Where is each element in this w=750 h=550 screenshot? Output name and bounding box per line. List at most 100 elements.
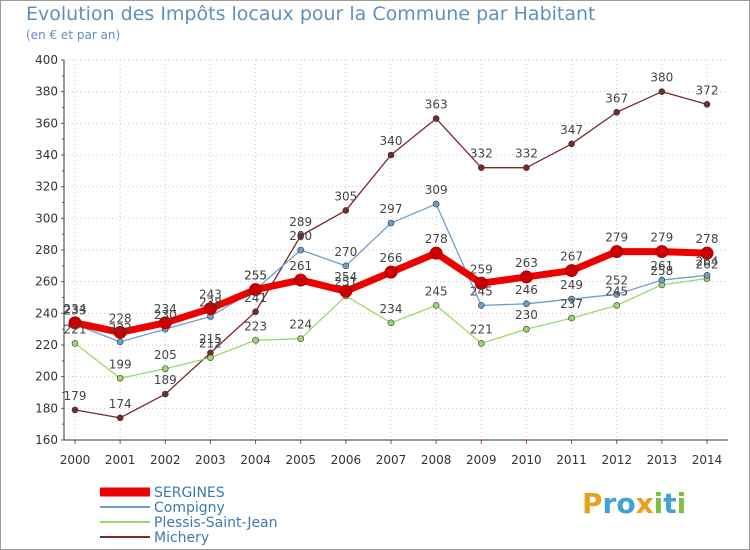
data-point-plessis-saint-jean bbox=[252, 336, 259, 344]
data-label-michery: 367 bbox=[605, 91, 628, 105]
data-label-sergines: 263 bbox=[515, 256, 538, 270]
data-label-compigny: 233 bbox=[64, 303, 87, 317]
data-label-sergines: 266 bbox=[380, 251, 403, 265]
data-point-michery bbox=[613, 108, 621, 116]
data-label-compigny: 309 bbox=[425, 183, 448, 197]
data-label-michery: 332 bbox=[515, 147, 538, 161]
data-label-sergines: 279 bbox=[650, 231, 673, 245]
data-label-sergines: 259 bbox=[470, 262, 493, 276]
x-tick-label: 2001 bbox=[105, 453, 136, 467]
data-label-plessis-saint-jean: 262 bbox=[696, 258, 719, 272]
legend-label-compigny: Compigny bbox=[154, 500, 225, 516]
x-tick-label: 2008 bbox=[421, 453, 452, 467]
data-point-plessis-saint-jean bbox=[297, 335, 305, 342]
x-tick-label: 2012 bbox=[601, 453, 632, 467]
brand-letter: i bbox=[653, 487, 664, 520]
data-label-michery: 215 bbox=[199, 332, 222, 346]
brand-letter: i bbox=[676, 487, 687, 520]
data-label-michery: 179 bbox=[64, 389, 87, 403]
data-point-plessis-saint-jean bbox=[116, 374, 124, 382]
data-label-michery: 380 bbox=[650, 71, 673, 85]
x-tick-label: 2010 bbox=[511, 453, 542, 467]
data-label-compigny: 264 bbox=[696, 254, 719, 268]
x-tick-label: 2002 bbox=[150, 453, 181, 467]
data-label-compigny: 280 bbox=[289, 229, 312, 243]
y-tick-label: 300 bbox=[35, 211, 58, 225]
data-point-sergines bbox=[339, 284, 353, 298]
data-label-sergines: 278 bbox=[696, 232, 719, 246]
data-point-compigny bbox=[342, 262, 350, 270]
data-label-sergines: 243 bbox=[199, 288, 222, 302]
x-tick-label: 2009 bbox=[466, 453, 497, 467]
data-label-plessis-saint-jean: 237 bbox=[560, 297, 583, 311]
y-tick-label: 280 bbox=[35, 243, 58, 257]
data-point-plessis-saint-jean bbox=[207, 354, 214, 361]
data-label-plessis-saint-jean: 245 bbox=[605, 284, 628, 298]
y-tick-label: 180 bbox=[35, 401, 58, 415]
data-point-sergines bbox=[474, 276, 488, 290]
data-point-plessis-saint-jean bbox=[613, 302, 621, 309]
x-tick-label: 2003 bbox=[195, 453, 226, 467]
legend-label-plessis-saint-jean: Plessis-Saint-Jean bbox=[154, 515, 278, 531]
data-label-plessis-saint-jean: 212 bbox=[199, 337, 222, 351]
data-point-compigny bbox=[613, 291, 621, 298]
data-label-sergines: 267 bbox=[560, 250, 583, 264]
data-point-sergines bbox=[700, 246, 714, 260]
data-point-michery bbox=[432, 115, 440, 122]
data-label-plessis-saint-jean: 230 bbox=[515, 308, 538, 322]
data-point-sergines bbox=[158, 316, 172, 330]
data-point-compigny bbox=[297, 246, 305, 254]
data-point-michery bbox=[71, 406, 79, 414]
data-point-michery bbox=[116, 414, 124, 422]
data-label-michery: 189 bbox=[154, 373, 177, 387]
data-point-michery bbox=[477, 164, 485, 171]
y-tick-label: 160 bbox=[35, 433, 58, 447]
data-label-plessis-saint-jean: 245 bbox=[425, 284, 448, 298]
data-point-compigny bbox=[658, 276, 666, 284]
data-label-compigny: 222 bbox=[109, 321, 132, 335]
data-label-sergines: 228 bbox=[109, 311, 132, 325]
data-label-sergines: 234 bbox=[154, 302, 177, 316]
data-label-michery: 363 bbox=[425, 98, 448, 112]
x-tick-label: 2013 bbox=[647, 453, 678, 467]
y-tick-label: 320 bbox=[35, 180, 58, 194]
data-label-sergines: 255 bbox=[244, 269, 267, 283]
x-tick-label: 2004 bbox=[240, 453, 271, 467]
chart-title: Evolution des Impôts locaux pour la Comm… bbox=[26, 3, 596, 25]
data-point-compigny bbox=[568, 295, 575, 303]
data-point-sergines bbox=[113, 325, 127, 339]
data-label-compigny: 252 bbox=[605, 273, 628, 287]
data-label-plessis-saint-jean: 199 bbox=[109, 357, 132, 371]
data-label-compigny: 246 bbox=[515, 283, 538, 297]
data-point-michery bbox=[523, 164, 530, 171]
legend-label-sergines: SERGINES bbox=[154, 485, 225, 501]
data-point-compigny bbox=[387, 219, 395, 227]
data-label-michery: 347 bbox=[560, 123, 583, 137]
data-label-compigny: 249 bbox=[560, 278, 583, 292]
legend-label-michery: Michery bbox=[154, 530, 209, 546]
brand-letter: P bbox=[582, 487, 603, 520]
brand-letter: x bbox=[635, 487, 654, 520]
brand-logo: Proxiti bbox=[582, 487, 686, 520]
brand-letter: o bbox=[616, 487, 636, 520]
data-label-compigny: 238 bbox=[199, 296, 222, 310]
x-tick-label: 2007 bbox=[376, 453, 407, 467]
x-tick-label: 2006 bbox=[331, 453, 362, 467]
data-point-michery bbox=[161, 390, 169, 398]
data-point-compigny bbox=[477, 302, 485, 309]
data-point-plessis-saint-jean bbox=[161, 365, 169, 373]
data-point-compigny bbox=[116, 338, 124, 346]
data-label-plessis-saint-jean: 234 bbox=[380, 302, 403, 316]
data-point-compigny bbox=[523, 300, 530, 308]
data-label-compigny: 230 bbox=[154, 308, 177, 322]
y-tick-label: 220 bbox=[35, 338, 58, 352]
data-point-sergines bbox=[655, 245, 669, 259]
data-label-michery: 372 bbox=[696, 83, 719, 97]
data-point-sergines bbox=[610, 245, 624, 259]
data-point-plessis-saint-jean bbox=[523, 325, 530, 333]
data-point-plessis-saint-jean bbox=[568, 314, 575, 322]
y-tick-label: 400 bbox=[35, 53, 58, 67]
y-tick-label: 360 bbox=[35, 116, 58, 130]
y-tick-label: 200 bbox=[35, 370, 58, 384]
data-label-michery: 340 bbox=[380, 134, 403, 148]
